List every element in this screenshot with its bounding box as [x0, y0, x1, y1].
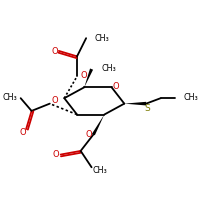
Text: CH₃: CH₃ — [183, 93, 198, 102]
Text: O: O — [86, 130, 92, 139]
Text: CH₃: CH₃ — [2, 93, 17, 102]
Text: CH₃: CH₃ — [92, 166, 107, 175]
Polygon shape — [124, 102, 146, 105]
Text: O: O — [81, 71, 87, 80]
Polygon shape — [84, 68, 93, 87]
Text: S: S — [144, 104, 150, 113]
Text: O: O — [51, 47, 58, 56]
Text: CH₃: CH₃ — [102, 64, 116, 73]
Text: CH₃: CH₃ — [94, 34, 109, 43]
Polygon shape — [92, 115, 104, 135]
Text: O: O — [52, 150, 59, 159]
Text: O: O — [19, 128, 26, 137]
Text: O: O — [113, 82, 119, 91]
Text: O: O — [52, 96, 58, 105]
